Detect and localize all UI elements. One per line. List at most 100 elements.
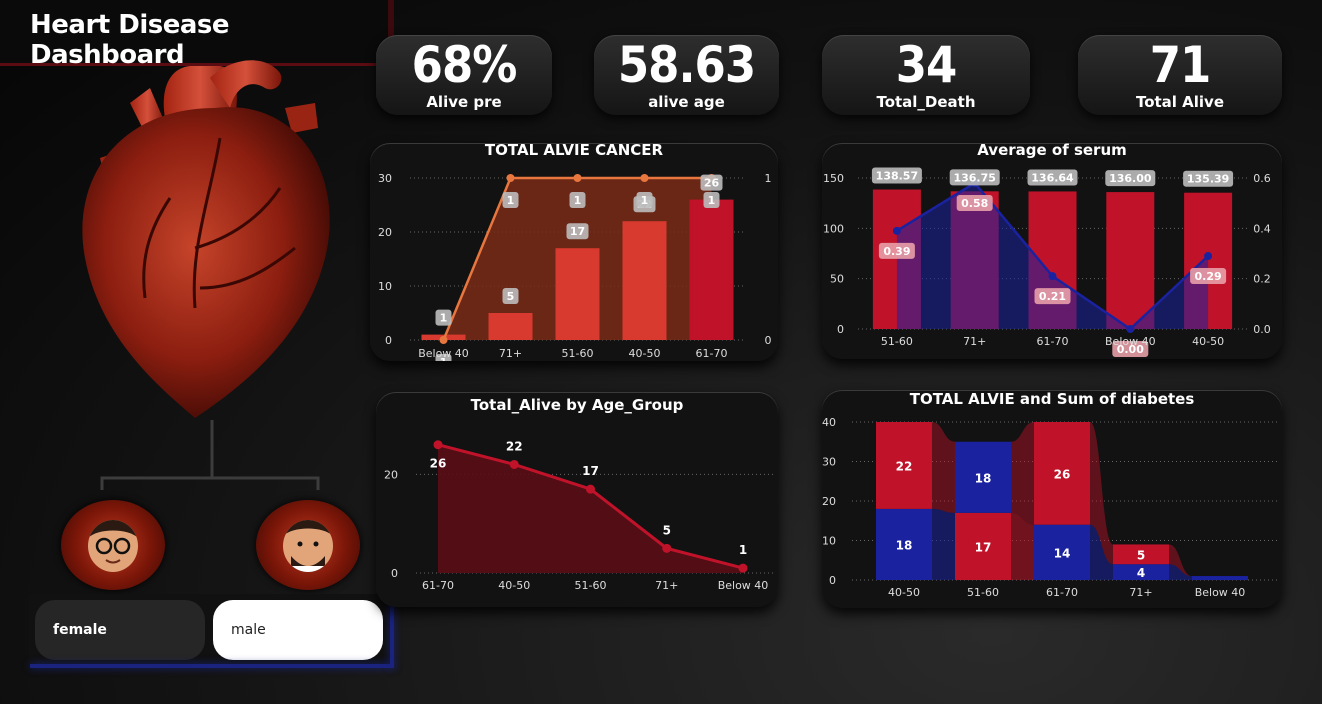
tick-label: Below 40 <box>418 347 469 360</box>
chart-title: Average of serum <box>977 141 1127 159</box>
line-point <box>640 174 649 182</box>
point-label-bg <box>1112 341 1149 357</box>
tick-label: 40-50 <box>1192 335 1224 348</box>
bar <box>488 313 533 340</box>
tick-label: 0 <box>391 567 398 580</box>
point-label: 1 <box>739 543 747 557</box>
tick-label: 50 <box>830 273 844 286</box>
point-label: 1 <box>708 194 716 207</box>
bar-label-bg <box>502 288 519 304</box>
bar-label: 5 <box>1137 548 1145 562</box>
kpi-value: 58.63 <box>617 36 756 94</box>
tick-label: Below 40 <box>718 579 769 592</box>
ribbon <box>1011 512 1034 580</box>
kpi-label: Total_Death <box>876 93 976 111</box>
bar-label: 26 <box>1054 467 1071 481</box>
kpi-alive-age: 58.63 alive age <box>594 35 779 115</box>
bar-bottom <box>1034 524 1090 580</box>
bar-label: 136.64 <box>1031 171 1074 184</box>
point-label: 26 <box>430 457 447 471</box>
point-label-bg <box>1034 288 1071 305</box>
point-label: 5 <box>663 523 671 537</box>
tick-label: 61-70 <box>1046 586 1078 599</box>
gender-slicer: female male <box>29 594 391 666</box>
bar <box>689 199 734 340</box>
chart-title: Total_Alive by Age_Group <box>470 396 684 414</box>
tick-label: 20 <box>822 495 836 508</box>
point-label-bg <box>435 354 452 361</box>
point-label: 17 <box>582 464 599 478</box>
tick-label: 150 <box>823 172 844 185</box>
bar-label: 22 <box>896 459 913 473</box>
point-label: 0.00 <box>1117 343 1144 356</box>
tick-label: 71+ <box>1129 586 1152 599</box>
tick-label: 71+ <box>655 579 678 592</box>
bar-label: 4 <box>1137 566 1145 580</box>
point-label: 0.29 <box>1195 270 1222 283</box>
bar-label: 17 <box>570 225 585 238</box>
bar-top <box>876 422 932 509</box>
male-button[interactable]: male <box>213 600 383 660</box>
bar-label: 1 <box>440 312 448 325</box>
female-avatar <box>61 500 165 590</box>
title-edge-glow <box>388 0 394 66</box>
tick-label: Below 40 <box>1105 335 1156 348</box>
tick-label: 71+ <box>963 335 986 348</box>
bar <box>555 248 600 340</box>
bar <box>1106 192 1155 329</box>
tick-label: 51-60 <box>881 335 913 348</box>
tick-label: 61-70 <box>1037 335 1069 348</box>
line-point <box>1048 272 1057 281</box>
point-label-bg <box>636 192 653 208</box>
point-label: 0.39 <box>883 245 910 258</box>
dashboard-title: Heart Disease Dashboard <box>30 10 230 70</box>
bar-label: 18 <box>975 471 992 485</box>
bar-label-bg <box>1027 169 1078 186</box>
line-point <box>1126 325 1135 333</box>
male-label: male <box>231 622 266 638</box>
bar-label: 17 <box>975 540 992 554</box>
tick-label: 0.6 <box>1253 172 1271 185</box>
point-label-bg <box>703 192 720 208</box>
point-label-bg <box>1190 268 1227 285</box>
kpi-value: 68% <box>411 36 518 94</box>
tick-label: 0 <box>385 334 392 347</box>
tick-label: 40-50 <box>629 347 661 360</box>
line-point <box>892 226 901 235</box>
bar-label: 138.57 <box>876 170 918 183</box>
kpi-value: 34 <box>895 36 958 94</box>
bar-label-bg <box>1183 170 1234 187</box>
tick-label: 0.0 <box>1253 323 1271 336</box>
slicer-side-glow <box>390 594 394 668</box>
line-point <box>509 459 519 469</box>
point-label: 1 <box>440 356 448 361</box>
tick-label: 20 <box>384 468 398 481</box>
avg-serum-chart: Average of serum 0 50 100 150 0.0 0.2 0.4 0.6 13… <box>822 141 1282 359</box>
tick-label: 1 <box>765 172 772 185</box>
line-point <box>433 440 443 450</box>
bar-label-bg <box>700 174 723 191</box>
bar-label-bg <box>566 223 589 240</box>
female-button[interactable]: female <box>35 600 205 660</box>
kpi-alive-pre: 68% Alive pre <box>376 35 552 115</box>
bar-label: 135.39 <box>1187 173 1229 186</box>
bar-top <box>1034 422 1090 525</box>
tick-label: 0.2 <box>1253 273 1271 286</box>
kpi-total-alive: 71 Total Alive <box>1078 35 1282 115</box>
bar-top <box>955 441 1011 513</box>
male-avatar <box>256 500 360 590</box>
bar-bottom <box>955 512 1011 580</box>
bar-label-bg <box>949 169 1000 186</box>
bar-label: 5 <box>507 290 515 303</box>
area <box>438 444 743 573</box>
bar-bottom <box>1192 576 1248 580</box>
tick-label: 61-70 <box>422 579 454 592</box>
tick-label: 40 <box>822 416 836 429</box>
tick-label: 61-70 <box>696 347 728 360</box>
ribbon <box>1169 544 1192 577</box>
kpi-value: 71 <box>1149 36 1212 94</box>
kpi-total-death: 34 Total_Death <box>822 35 1030 115</box>
tick-label: 10 <box>378 280 392 293</box>
bar-label-bg <box>1105 170 1156 187</box>
line-point <box>586 484 595 494</box>
